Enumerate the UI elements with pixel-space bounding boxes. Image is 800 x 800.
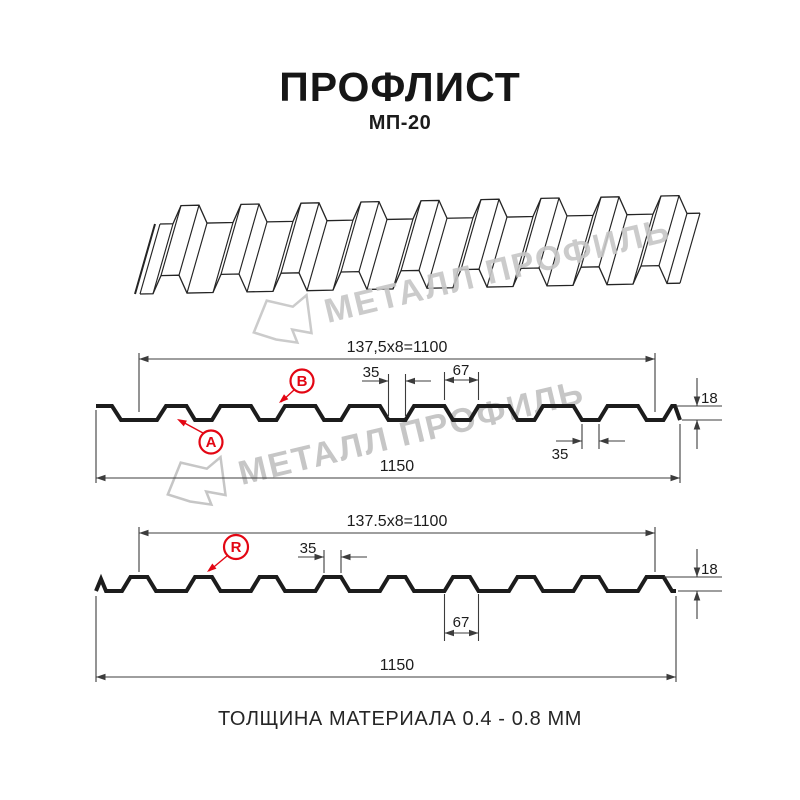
brand-logo-icon [166,454,227,507]
dim-rib-top: 35 [300,540,317,557]
watermark-lower: МЕТАЛЛ ПРОФИЛЬ [166,373,588,507]
dim-modules: 137.5x8=1100 [347,513,448,530]
brand-logo-icon [252,292,313,345]
dim-height: 18 [701,561,718,578]
section-a-profile [96,404,682,422]
label-a: A [206,434,217,451]
dim-height: 18 [701,390,718,407]
label-r: R [231,539,242,556]
callout-circle-a [198,429,224,455]
dim-groove-bottom-right: 35 [552,446,569,463]
label-b: B [297,373,308,390]
dim-groove-opening: 67 [453,362,470,379]
dim-overall: 1150 [380,458,415,475]
thickness-note: ТОЛЩИНА МАТЕРИАЛА 0.4 - 0.8 ММ [217,708,582,730]
dim-groove-bottom: 35 [363,364,380,381]
dim-overall: 1150 [380,657,415,674]
page-title: ПРОФЛИСТ [279,64,521,110]
section-r-profile [94,573,676,593]
section-r: 137.5x8=1100 1150 35 67 18 [94,513,722,682]
dim-modules: 137,5x8=1100 [347,339,448,356]
callout-circle-b [289,368,315,394]
sheet-3d-view [134,194,701,295]
profile-model: МП-20 [368,112,432,134]
callout-circle-r [222,533,250,561]
section-a: 137,5x8=1100 1150 35 67 35 [95,339,722,483]
dimension-arrowheads [96,355,701,681]
dim-rib-base: 67 [453,614,470,631]
